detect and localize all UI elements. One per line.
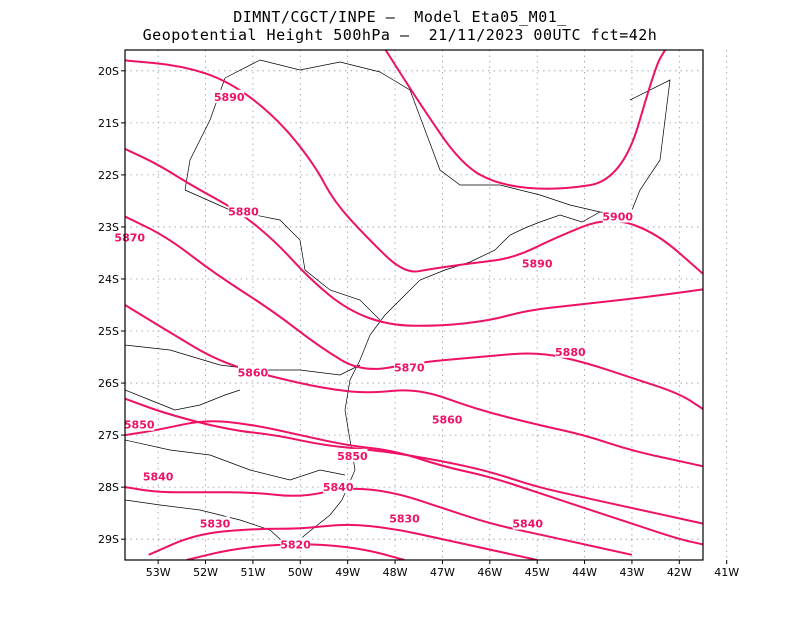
lat-tick-label: 20S xyxy=(98,65,119,78)
state-border-pr-sp xyxy=(184,189,381,321)
lon-tick-label: 46W xyxy=(477,566,502,579)
state-border-sp-mg xyxy=(224,59,601,213)
contour-label-bg xyxy=(214,89,245,103)
contour-label: 5860 xyxy=(238,367,269,380)
contour-label-bg xyxy=(143,469,174,483)
contour-label-bg xyxy=(337,448,368,462)
contour-label: 5850 xyxy=(337,450,368,463)
contour-label: 5890 xyxy=(522,257,553,270)
lat-tick-label: 26S xyxy=(98,377,119,390)
contour-label: 5830 xyxy=(389,512,420,525)
lon-tick-label: 41W xyxy=(714,566,739,579)
longitude-ticks: 53W 52W 51W 50W 49W 48W 47W 46W 45W 44W 43W 42W 41W xyxy=(146,560,739,579)
coastline xyxy=(289,211,631,549)
contour-label: 5840 xyxy=(512,518,543,531)
lon-tick-label: 50W xyxy=(288,566,313,579)
contour-label: 5870 xyxy=(114,231,145,244)
lat-tick-label: 24S xyxy=(98,273,119,286)
lat-tick-label: 21S xyxy=(98,117,119,130)
contour-line xyxy=(125,304,703,468)
border-uruguay xyxy=(124,499,291,549)
lon-tick-label: 53W xyxy=(146,566,171,579)
contour-label-bg xyxy=(228,204,259,218)
contour-label-bg xyxy=(522,256,553,270)
map-subtitle: Geopotential Height 500hPa – 21/11/2023 … xyxy=(142,26,658,44)
lon-tick-label: 47W xyxy=(430,566,455,579)
contour-label: 5850 xyxy=(124,419,155,432)
contour-label: 5820 xyxy=(280,538,311,551)
contour-label: 5860 xyxy=(432,413,463,426)
state-border-mg-rj xyxy=(629,79,671,216)
contour-label-bg xyxy=(602,209,633,223)
contour-label: 5900 xyxy=(602,211,633,224)
lon-tick-label: 45W xyxy=(525,566,550,579)
lat-tick-label: 29S xyxy=(98,533,119,546)
contour-line xyxy=(148,523,538,560)
lon-tick-label: 42W xyxy=(667,566,692,579)
contour-line xyxy=(125,397,703,525)
lat-tick-label: 23S xyxy=(98,221,119,234)
contour-label-bg xyxy=(114,230,145,244)
lon-tick-label: 43W xyxy=(619,566,644,579)
contour-label: 5880 xyxy=(228,205,259,218)
lat-tick-label: 22S xyxy=(98,169,119,182)
lon-tick-label: 49W xyxy=(335,566,360,579)
lon-tick-label: 48W xyxy=(383,566,408,579)
contour-label-bg xyxy=(432,412,463,426)
contour-line xyxy=(125,420,703,546)
contour-label: 5840 xyxy=(143,471,174,484)
contour-line xyxy=(125,59,703,275)
map-title: DIMNT/CGCT/INPE – Model Eta05_M01_ xyxy=(233,8,567,26)
lat-tick-label: 25S xyxy=(98,325,119,338)
lon-tick-label: 51W xyxy=(240,566,265,579)
contour-label-bg xyxy=(323,480,354,494)
contour-label-bg xyxy=(389,511,420,525)
contour-labels: 5900 5890 5890 5880 5880 5870 5870 5860 5860 5850… xyxy=(114,89,633,551)
contour-label-bg xyxy=(237,365,268,379)
lon-tick-label: 52W xyxy=(193,566,218,579)
contour-label-bg xyxy=(200,516,231,530)
map-frame xyxy=(124,49,704,561)
lat-tick-label: 27S xyxy=(98,429,119,442)
latitude-ticks: 20S 21S 22S 23S 24S 25S 26S 27S 28S 29S xyxy=(98,65,125,546)
contour-label: 5870 xyxy=(394,361,425,374)
height-contours xyxy=(125,50,703,560)
contour-line xyxy=(384,50,666,190)
contour-label-bg xyxy=(280,537,311,551)
contour-label-bg xyxy=(394,360,425,374)
lon-tick-label: 44W xyxy=(572,566,597,579)
contour-line xyxy=(125,147,703,327)
contour-label-bg xyxy=(512,516,543,530)
contour-label-bg xyxy=(555,344,586,358)
contour-label: 5830 xyxy=(200,518,231,531)
state-border-rs-sc xyxy=(124,439,346,481)
contour-label: 5840 xyxy=(323,481,354,494)
contour-label: 5890 xyxy=(214,91,245,104)
lat-tick-label: 28S xyxy=(98,481,119,494)
contour-line xyxy=(125,215,703,410)
contour-label: 5880 xyxy=(555,346,586,359)
contour-label-bg xyxy=(124,417,155,431)
lat-lon-grid xyxy=(125,50,728,560)
border-argentina xyxy=(124,389,241,411)
contour-line xyxy=(186,543,405,560)
